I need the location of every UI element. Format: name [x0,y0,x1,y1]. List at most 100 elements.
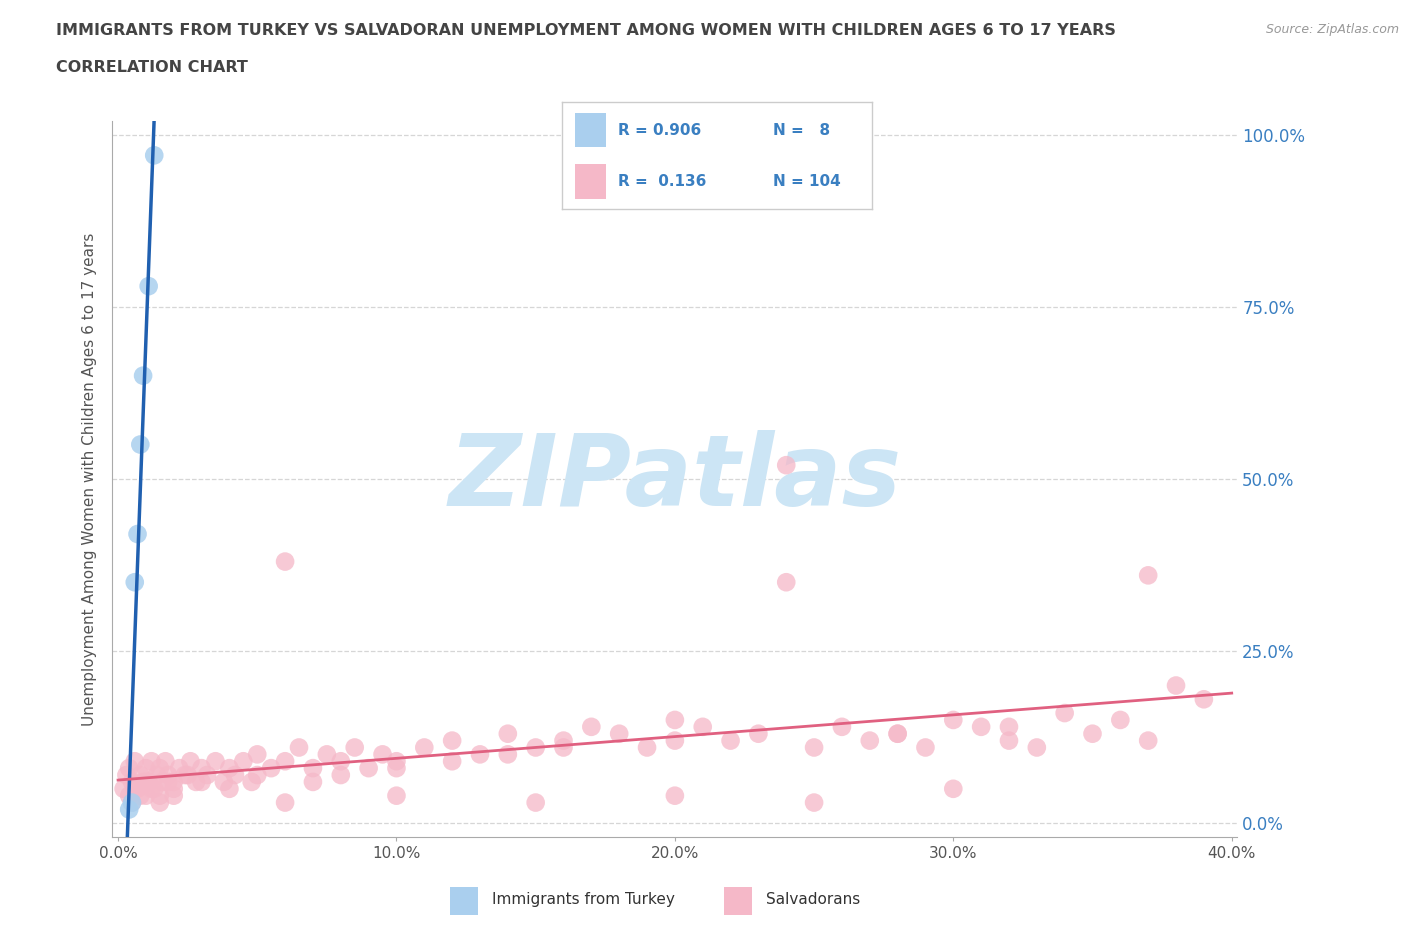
Point [118,789,141,804]
Point [664,712,686,727]
Point [664,733,686,748]
Point [146,767,169,782]
Point [831,720,853,735]
Point [329,767,352,782]
Point [496,726,519,741]
Point [329,754,352,769]
Text: N =   8: N = 8 [773,123,830,138]
Point [246,767,269,782]
Point [357,761,380,776]
Point [1137,568,1160,583]
Point [149,761,172,776]
Point [138,775,160,790]
Text: Immigrants from Turkey: Immigrants from Turkey [492,892,675,908]
Point [775,458,797,472]
Point [157,775,180,790]
Point [127,781,149,796]
Point [1192,692,1215,707]
Point [112,781,135,796]
Text: CORRELATION CHART: CORRELATION CHART [56,60,247,75]
Text: N = 104: N = 104 [773,174,841,189]
Point [413,740,436,755]
Point [143,781,166,796]
Point [274,795,297,810]
Point [1137,733,1160,748]
Point [720,733,742,748]
Point [124,575,146,590]
Point [524,795,547,810]
Point [204,754,226,769]
Point [998,720,1021,735]
Point [163,775,186,790]
Point [129,767,152,782]
Point [468,747,491,762]
Point [157,767,180,782]
Point [1164,678,1187,693]
Point [218,761,240,776]
Point [970,720,993,735]
Point [371,747,394,762]
Point [118,802,141,817]
Point [998,733,1021,748]
Point [124,754,146,769]
Point [135,761,157,776]
Point [184,775,207,790]
Point [163,781,186,796]
Point [190,761,212,776]
Point [163,789,186,804]
Point [155,754,177,769]
Point [803,740,825,755]
Point [127,526,149,541]
Point [129,789,152,804]
Point [581,720,603,735]
Point [803,795,825,810]
Point [240,775,263,790]
Y-axis label: Unemployment Among Women with Children Ages 6 to 17 years: Unemployment Among Women with Children A… [82,232,97,725]
Point [232,754,254,769]
Point [553,740,575,755]
Point [775,575,797,590]
Point [190,775,212,790]
Point [441,754,464,769]
Point [115,767,138,782]
Point [173,767,195,782]
Point [179,754,201,769]
Point [124,781,146,796]
Point [138,279,160,294]
Point [224,767,246,782]
Point [246,747,269,762]
Point [169,761,191,776]
Point [141,754,163,769]
Point [607,726,630,741]
Text: ZIPatlas: ZIPatlas [449,431,901,527]
Point [152,775,174,790]
Point [132,368,155,383]
Bar [450,887,478,915]
Point [274,554,297,569]
Bar [724,887,752,915]
Point [496,747,519,762]
Point [176,767,198,782]
Point [1081,726,1104,741]
Point [315,747,337,762]
Point [121,775,143,790]
Point [274,754,297,769]
Text: R = 0.906: R = 0.906 [619,123,702,138]
Point [636,740,658,755]
Text: IMMIGRANTS FROM TURKEY VS SALVADORAN UNEMPLOYMENT AMONG WOMEN WITH CHILDREN AGES: IMMIGRANTS FROM TURKEY VS SALVADORAN UNE… [56,23,1116,38]
Point [218,781,240,796]
Point [135,789,157,804]
Point [121,795,143,810]
Point [664,789,686,804]
Text: R =  0.136: R = 0.136 [619,174,706,189]
Point [692,720,714,735]
Bar [575,165,606,199]
Point [195,767,218,782]
Point [212,775,235,790]
Point [942,781,965,796]
Point [524,740,547,755]
Point [288,740,311,755]
Point [149,789,172,804]
Point [343,740,366,755]
Point [260,761,283,776]
